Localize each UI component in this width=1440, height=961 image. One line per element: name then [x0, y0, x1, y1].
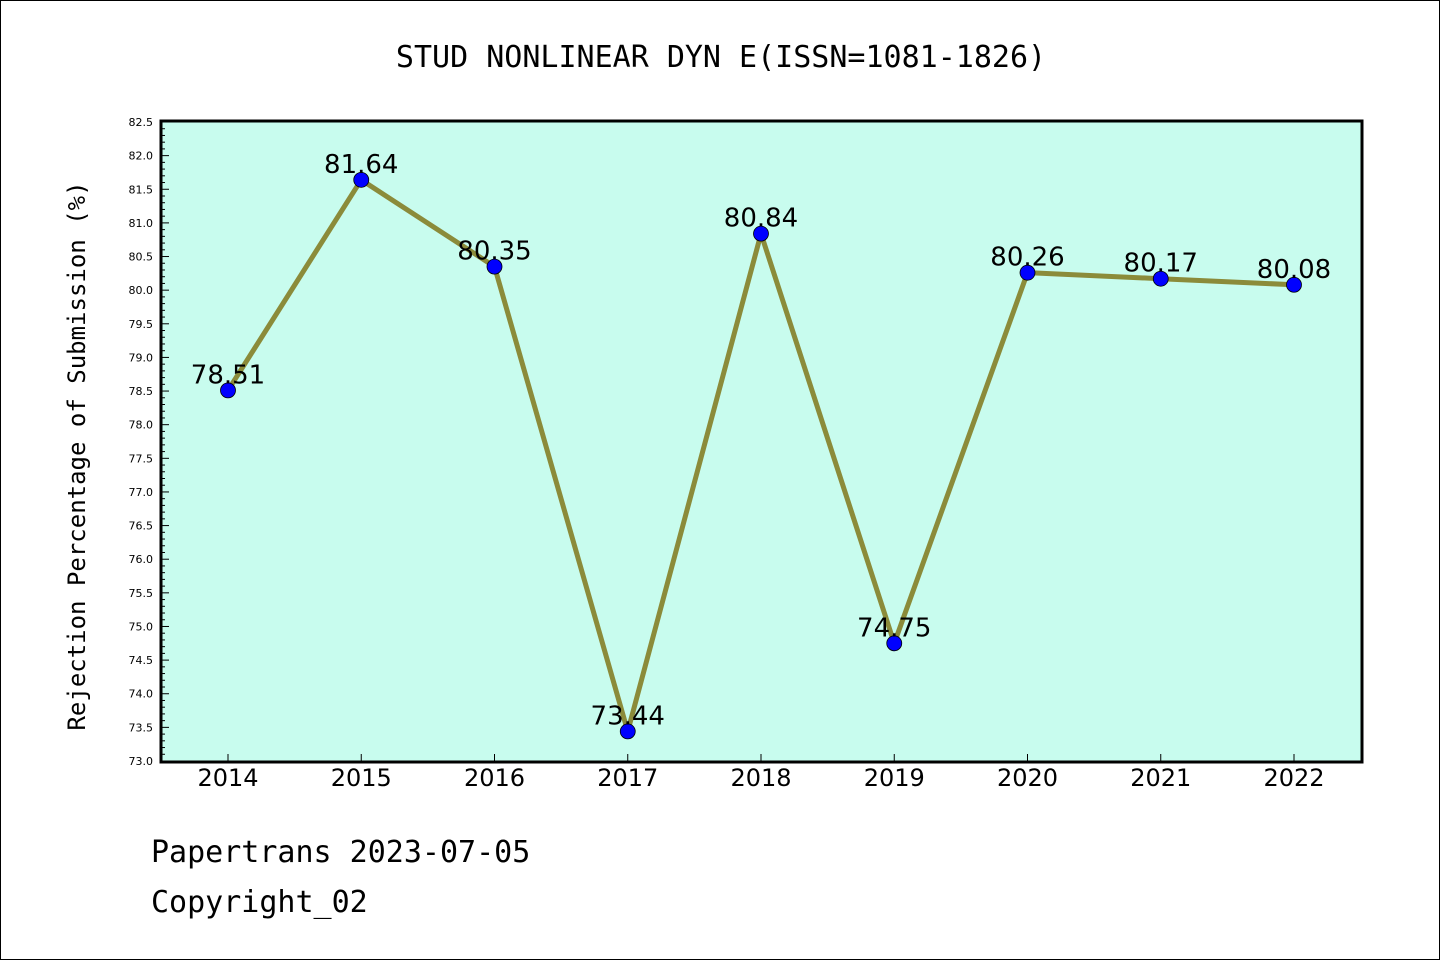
- data-label: 80.35: [457, 237, 531, 267]
- y-axis-label: Rejection Percentage of Submission (%): [63, 181, 91, 730]
- data-label: 78.51: [191, 360, 265, 390]
- y-tick-label: 75.5: [129, 587, 154, 600]
- y-axis: 73.0 73.5 74.0 74.5 75.0 75.5 76.0 76.5 77.0 77.5…: [129, 116, 169, 768]
- y-tick-label: 81.5: [129, 183, 154, 196]
- data-point: [220, 382, 236, 399]
- data-point: [753, 225, 769, 242]
- data-point: [1152, 270, 1169, 287]
- x-tick-label: 2016: [464, 764, 525, 792]
- x-tick-label: 2015: [331, 764, 392, 792]
- x-tick-label: 2020: [997, 764, 1058, 792]
- data-label: 80.08: [1257, 255, 1331, 285]
- data-label: 80.84: [724, 204, 798, 234]
- y-tick-label: 77.0: [129, 486, 154, 499]
- y-tick-label: 75.0: [129, 620, 154, 633]
- x-tick-label: 2022: [1263, 764, 1324, 792]
- x-tick-label: 2019: [864, 764, 925, 792]
- x-tick-label: 2014: [197, 764, 258, 792]
- x-tick-label: 2017: [597, 764, 658, 792]
- source-text: Papertrans 2023-07-05: [151, 835, 531, 870]
- y-tick-label: 78.5: [129, 385, 154, 398]
- y-tick-label: 78.0: [129, 419, 154, 432]
- y-tick-label: 80.0: [129, 284, 154, 297]
- copyright-text: Copyright_02: [151, 885, 368, 920]
- data-point: [486, 258, 503, 275]
- y-tick-label: 77.5: [129, 452, 154, 465]
- data-label: 81.64: [324, 150, 398, 180]
- y-tick-label: 79.5: [129, 318, 154, 331]
- data-point: [886, 635, 903, 652]
- y-tick-label: 73.0: [129, 755, 154, 768]
- y-tick-label: 80.5: [129, 251, 154, 264]
- y-tick-label: 73.5: [129, 721, 154, 734]
- y-tick-label: 82.0: [129, 150, 154, 163]
- data-label: 80.26: [990, 243, 1064, 273]
- y-tick-label: 76.5: [129, 520, 154, 533]
- x-tick-label: 2021: [1130, 764, 1191, 792]
- data-point: [353, 171, 370, 188]
- data-point: [619, 723, 636, 740]
- y-tick-label: 76.0: [129, 553, 154, 566]
- data-label: 74.75: [857, 613, 931, 643]
- chart-title: STUD NONLINEAR DYN E(ISSN=1081-1826): [396, 40, 1046, 75]
- x-tick-label: 2018: [730, 764, 791, 792]
- x-axis: 2014 2015 2016 2017 2018 2019 2020 2021 2022: [197, 754, 1325, 792]
- y-tick-label: 74.0: [129, 688, 154, 701]
- data-label: 80.17: [1124, 249, 1198, 279]
- y-tick-label: 82.5: [129, 116, 154, 129]
- y-tick-label: 74.5: [129, 654, 154, 667]
- y-tick-label: 81.0: [129, 217, 154, 230]
- data-label: 73.44: [591, 701, 665, 731]
- data-point: [1019, 264, 1036, 281]
- series: 78.51 81.64 80.35 73.44 80.84 74.75 80.26 80.17…: [191, 150, 1331, 740]
- data-point: [1286, 276, 1302, 293]
- y-tick-label: 79.0: [129, 351, 154, 364]
